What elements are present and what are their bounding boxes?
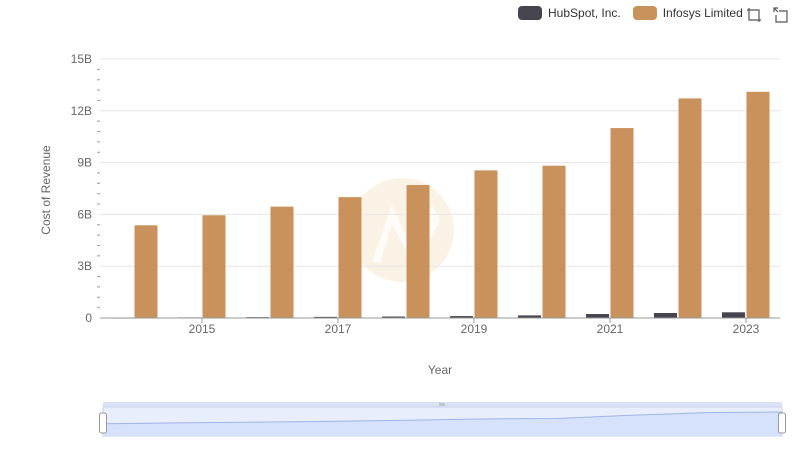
- legend-label-infosys: Infosys Limited: [662, 6, 743, 20]
- legend: HubSpot, Inc. Infosys Limited: [518, 4, 755, 22]
- y-tick-label: 12B: [71, 104, 92, 118]
- bar-infosys-2014: [134, 225, 158, 318]
- navigator-handle-left[interactable]: [99, 412, 107, 434]
- y-tick-label: 0: [85, 311, 92, 325]
- x-tick-label: 2023: [733, 322, 760, 336]
- y-tick-label: 3B: [77, 259, 92, 273]
- bar-infosys-2022: [678, 98, 702, 318]
- bar-hubspot-2021: [586, 314, 609, 318]
- navigator-series-line: [102, 411, 783, 425]
- bars: [110, 91, 770, 319]
- bar-infosys-2019: [474, 170, 498, 318]
- bar-infosys-2016: [270, 206, 294, 318]
- x-axis: 2015 2017 2019 2021 2023: [100, 317, 780, 336]
- y-tick-label: 9B: [77, 156, 92, 170]
- legend-swatch-hubspot: [518, 6, 542, 20]
- bar-infosys-2020: [542, 165, 566, 318]
- zoom-reset-icon[interactable]: [773, 7, 789, 23]
- navigator-scrollbar: [103, 402, 782, 408]
- bar-infosys-2017: [338, 197, 362, 318]
- y-axis-ticks: 0 3B 6B 9B 12B 15B: [71, 52, 100, 325]
- bar-hubspot-2022: [654, 312, 677, 318]
- bar-infosys-2023: [746, 91, 770, 318]
- x-tick-label: 2015: [189, 322, 216, 336]
- bar-hubspot-2017: [314, 316, 337, 318]
- navigator-grip-icon: [439, 403, 445, 406]
- bar-hubspot-2020: [518, 315, 541, 318]
- x-tick-label: 2021: [597, 322, 624, 336]
- navigator-series-area: [103, 412, 782, 436]
- legend-swatch-infosys: [632, 6, 657, 20]
- zoom-select-icon[interactable]: [746, 7, 762, 23]
- range-navigator[interactable]: [99, 402, 786, 437]
- legend-item-hubspot[interactable]: HubSpot, Inc.: [518, 6, 621, 20]
- bar-hubspot-2019: [450, 316, 473, 318]
- x-tick-label: 2017: [325, 322, 352, 336]
- bar-infosys-2018: [406, 185, 430, 318]
- bar-hubspot-2023: [722, 312, 745, 318]
- x-axis-title: Year: [428, 363, 452, 377]
- legend-label-hubspot: HubSpot, Inc.: [548, 6, 621, 20]
- y-tick-label: 6B: [77, 207, 92, 221]
- bar-hubspot-2018: [382, 316, 405, 318]
- legend-item-infosys[interactable]: Infosys Limited: [632, 6, 743, 20]
- navigator-handle-right[interactable]: [778, 412, 786, 434]
- bar-infosys-2021: [610, 128, 634, 318]
- x-tick-label: 2019: [461, 322, 488, 336]
- y-axis-title: Cost of Revenue: [39, 145, 53, 235]
- y-tick-label: 15B: [71, 52, 92, 66]
- bar-infosys-2015: [202, 215, 226, 318]
